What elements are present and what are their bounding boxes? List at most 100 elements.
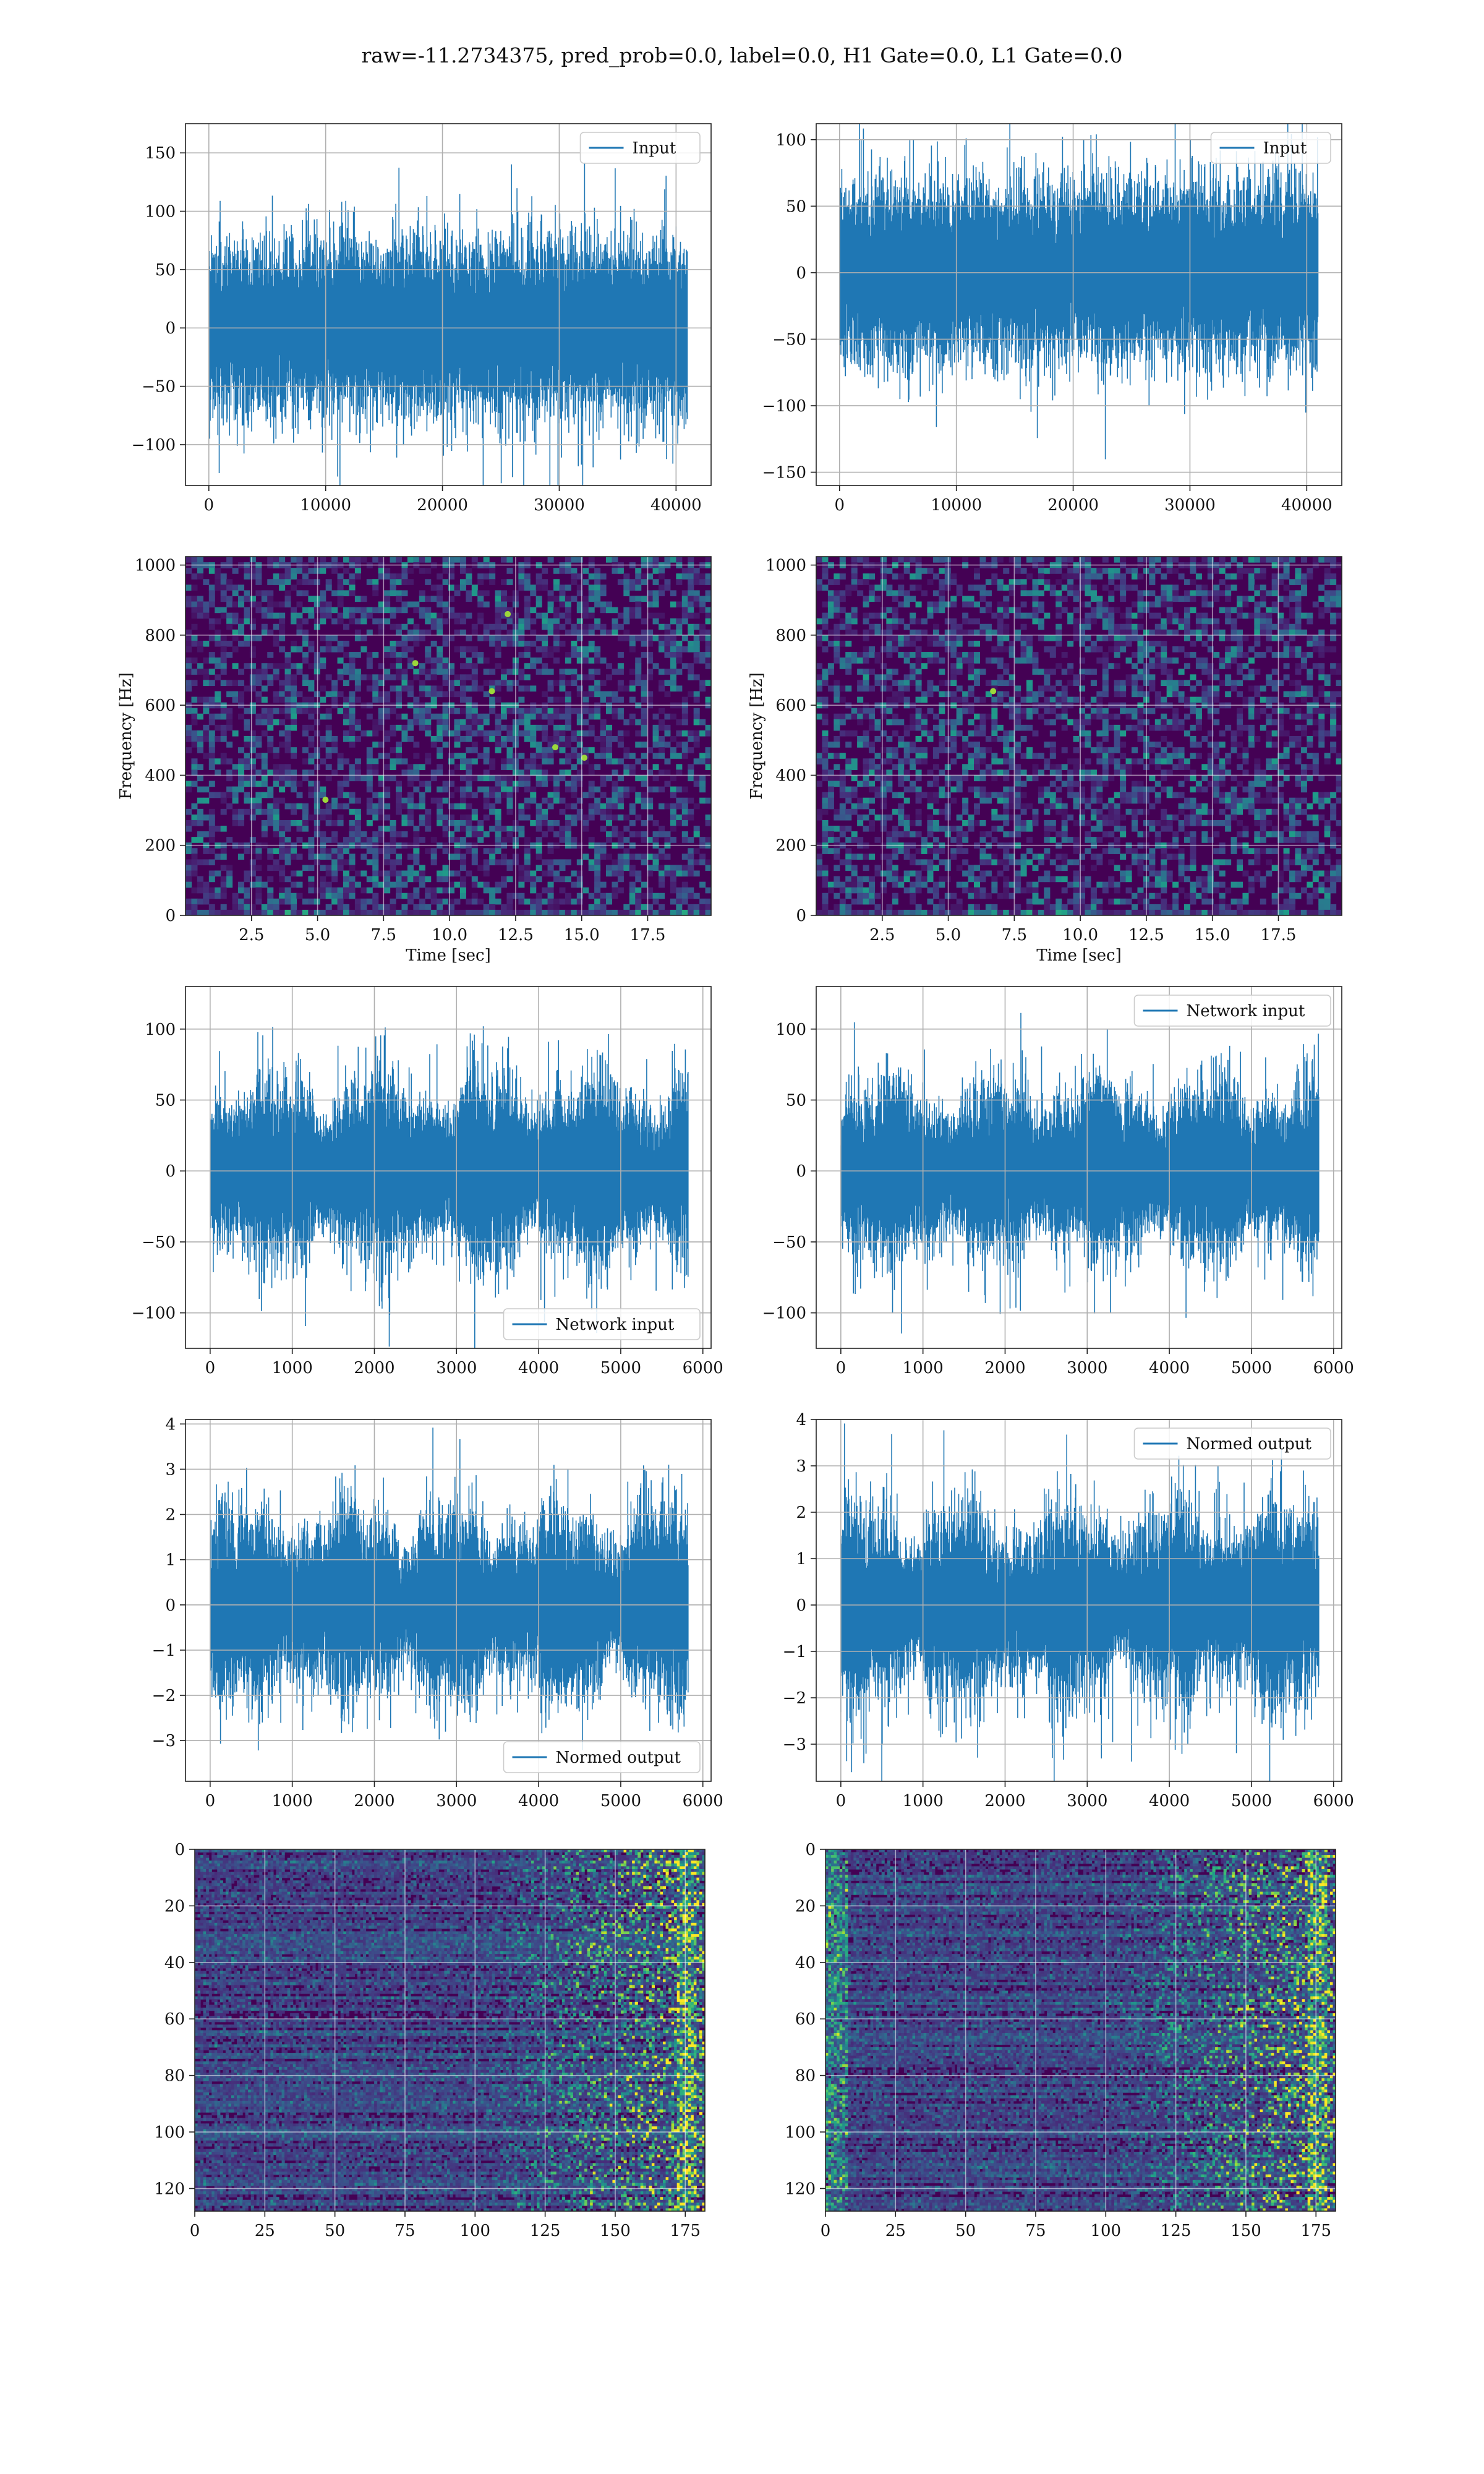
heatmap-cell [921,629,928,636]
heatmap-cell [659,646,665,653]
heatmap-cell [477,657,484,664]
heatmap-cell [238,623,245,630]
heatmap-cell [249,865,256,871]
heatmap-cell [477,685,484,692]
heatmap-cell [530,742,537,748]
heatmap-cell [676,814,683,821]
heatmap-cell [1213,568,1220,574]
heatmap-cell [279,691,286,698]
heatmap-cell [588,607,595,614]
heatmap-cell [1055,691,1062,698]
heatmap-cell [425,758,432,764]
heatmap-cell [1055,557,1062,563]
heatmap-cell [437,764,443,770]
heatmap-cell [390,831,396,837]
heatmap-cell [437,601,443,608]
heatmap-cell [442,691,449,698]
heatmap-cell [284,691,291,698]
heatmap-cell [366,657,373,664]
heatmap-cell [670,865,676,871]
heatmap-cell [1184,612,1191,619]
heatmap-cell [343,669,350,675]
heatmap-cell [1120,640,1127,647]
heatmap-cell [1009,584,1015,591]
heatmap-cell [647,904,654,910]
heatmap-cell [284,674,291,680]
heatmap-cell [612,568,618,574]
heatmap-cell [302,573,309,580]
heatmap-cell [261,775,268,782]
heatmap-cell [186,646,192,653]
heatmap-cell [892,623,898,630]
heatmap-cell [693,674,700,680]
heatmap-cell [378,674,385,680]
heatmap-cell [985,657,992,664]
heatmap-cell [571,820,578,826]
heatmap-cell [308,680,315,687]
heatmap-cell [565,607,571,614]
heatmap-cell [454,854,461,860]
bright-pixel [552,744,558,751]
heatmap-cell [1260,568,1266,574]
heatmap-cell [249,881,256,888]
heatmap-cell [565,669,571,675]
heatmap-cell [489,848,496,854]
heatmap-cell [384,618,391,625]
heatmap-cell [670,646,676,653]
heatmap-cell [1090,646,1097,653]
heatmap-cell [284,887,291,894]
heatmap-cell [857,708,864,714]
heatmap-cell [349,708,356,714]
heatmap-cell [974,747,981,753]
heatmap-cell [664,730,671,737]
heatmap-cell [659,865,665,871]
heatmap-cell [968,640,974,647]
heatmap-cell [273,719,279,726]
heatmap-cell [880,674,887,680]
heatmap-cell [1125,607,1132,614]
heatmap-cell [612,629,618,636]
heatmap-cell [1166,753,1173,759]
heatmap-cell [1154,601,1161,608]
heatmap-cell [652,635,659,641]
heatmap-cell [255,680,262,687]
heatmap-cell [1225,635,1232,641]
heatmap-cell [874,629,881,636]
heatmap-cell [629,635,636,641]
heatmap-cell [688,747,694,753]
heatmap-cell [623,747,630,753]
heatmap-cell [471,742,478,748]
heatmap-cell [220,663,227,669]
heatmap-cell [1132,747,1138,753]
heatmap-cell [1154,557,1161,563]
heatmap-cell [454,736,461,742]
heatmap-cell [612,859,618,866]
heatmap-cell [582,792,589,798]
heatmap-cell [255,797,262,804]
heatmap-cell [1009,747,1015,753]
heatmap-cell [331,736,338,742]
heatmap-cell [1132,568,1138,574]
heatmap-cell [623,590,630,597]
heatmap-cell [191,870,198,877]
heatmap-cell [407,680,414,687]
heatmap-cell [437,590,443,597]
heatmap-cell [1132,713,1138,720]
heatmap-cell [647,837,654,843]
heatmap-cell [226,652,233,658]
heatmap-cell [191,596,198,602]
heatmap-cell [1283,584,1290,591]
heatmap-cell [553,792,560,798]
heatmap-cell [688,601,694,608]
heatmap-cell [553,859,560,866]
heatmap-cell [547,557,554,563]
heatmap-cell [396,573,403,580]
heatmap-cell [279,623,286,630]
heatmap-cell [559,669,566,675]
heatmap-cell [1079,629,1086,636]
heatmap-cell [845,590,852,597]
heatmap-cell [857,685,864,692]
heatmap-cell [910,652,916,658]
heatmap-cell [354,870,361,877]
heatmap-cell [839,557,846,563]
